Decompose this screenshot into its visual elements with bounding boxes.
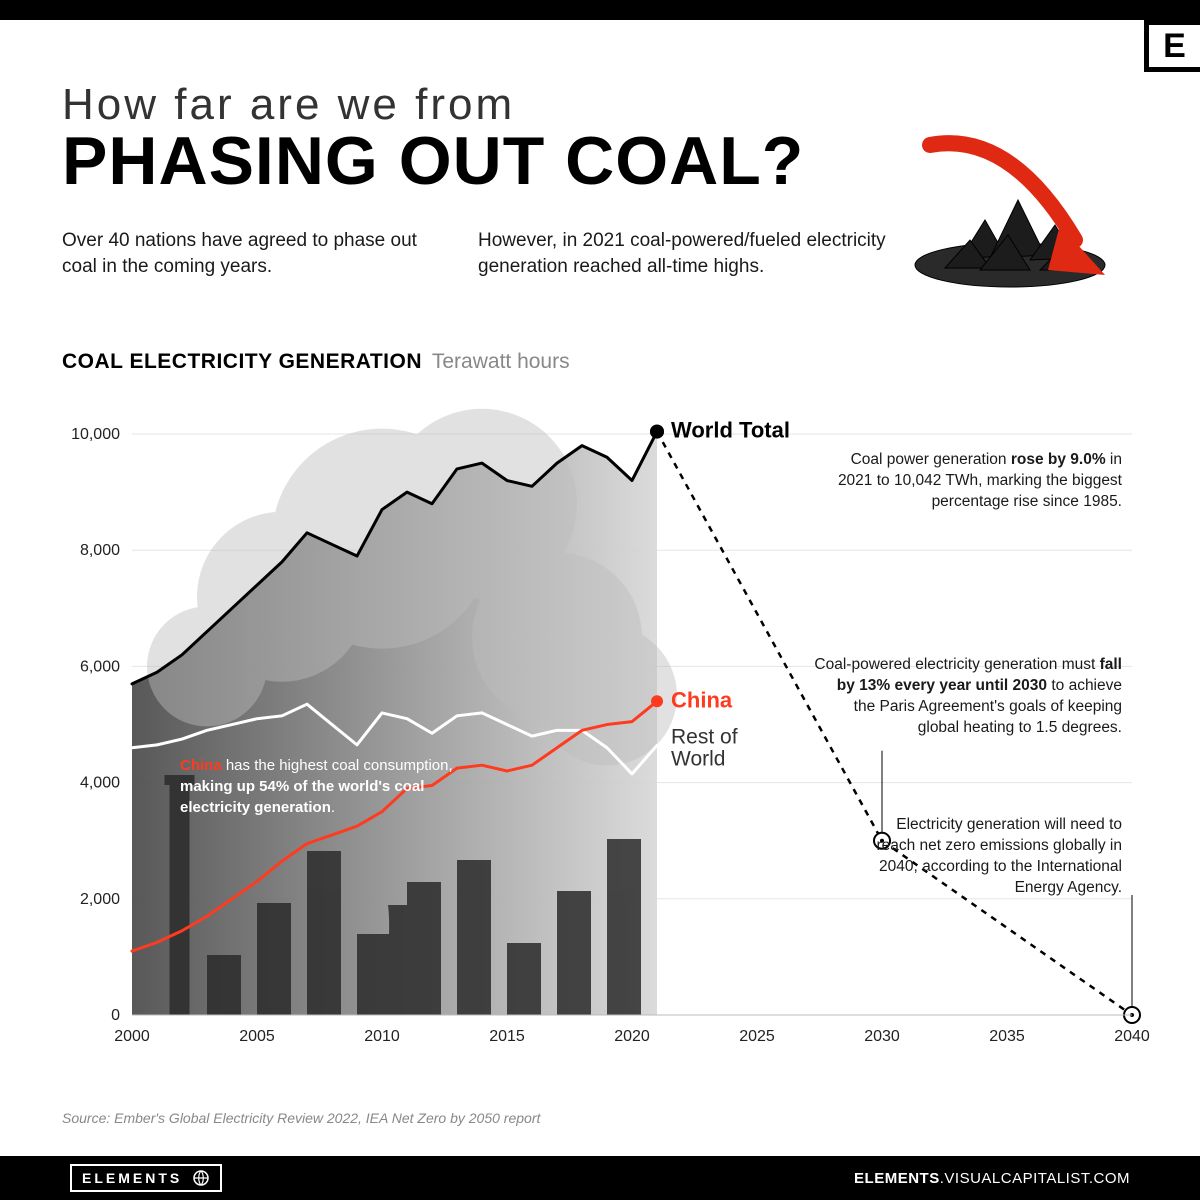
svg-text:2005: 2005 xyxy=(239,1028,275,1045)
svg-text:2025: 2025 xyxy=(739,1028,775,1045)
sub-right: However, in 2021 coal-powered/fueled ele… xyxy=(478,228,898,279)
china-callout: China has the highest coal consumption, … xyxy=(180,755,480,818)
svg-text:2020: 2020 xyxy=(614,1028,650,1045)
svg-text:2035: 2035 xyxy=(989,1028,1025,1045)
svg-text:2040: 2040 xyxy=(1114,1028,1150,1045)
svg-text:China: China xyxy=(671,687,733,712)
svg-text:2,000: 2,000 xyxy=(80,891,120,908)
svg-text:10,000: 10,000 xyxy=(71,426,120,443)
footer: ELEMENTS ELEMENTS.VISUALCAPITALIST.COM xyxy=(0,1156,1200,1200)
chart-title-label: COAL ELECTRICITY GENERATION xyxy=(62,350,422,373)
brand-letter: E xyxy=(1163,27,1186,66)
svg-text:8,000: 8,000 xyxy=(80,542,120,559)
chart-title-unit: Terawatt hours xyxy=(432,350,570,373)
footer-brand-label: ELEMENTS xyxy=(82,1170,182,1186)
footer-url: ELEMENTS.VISUALCAPITALIST.COM xyxy=(854,1170,1130,1187)
svg-text:World: World xyxy=(671,747,725,770)
svg-text:2015: 2015 xyxy=(489,1028,525,1045)
chart: 0 2,000 4,000 6,000 8,000 10,000 2000 2005 2010 2… xyxy=(62,395,1142,1075)
annotation-rise: Coal power generation rose by 9.0% in 20… xyxy=(822,450,1122,513)
svg-text:2010: 2010 xyxy=(364,1028,400,1045)
svg-text:2030: 2030 xyxy=(864,1028,900,1045)
annotation-paris: Coal-powered electricity generation must… xyxy=(812,655,1122,739)
svg-text:4,000: 4,000 xyxy=(80,775,120,792)
coal-illustration xyxy=(890,120,1130,300)
globe-icon xyxy=(192,1169,210,1187)
source-line: Source: Ember's Global Electricity Revie… xyxy=(62,1110,540,1126)
footer-brand: ELEMENTS xyxy=(70,1164,222,1192)
svg-text:6,000: 6,000 xyxy=(80,658,120,675)
svg-text:World Total: World Total xyxy=(671,418,790,443)
chart-title: COAL ELECTRICITY GENERATION Terawatt hou… xyxy=(62,350,570,374)
brand-badge: E xyxy=(1144,20,1200,72)
sub-left: Over 40 nations have agreed to phase out… xyxy=(62,228,422,279)
svg-text:Rest of: Rest of xyxy=(671,725,738,748)
annotation-netzero: Electricity generation will need to reac… xyxy=(862,815,1122,899)
svg-text:2000: 2000 xyxy=(114,1028,150,1045)
svg-text:0: 0 xyxy=(111,1007,120,1024)
top-bar xyxy=(0,0,1200,20)
